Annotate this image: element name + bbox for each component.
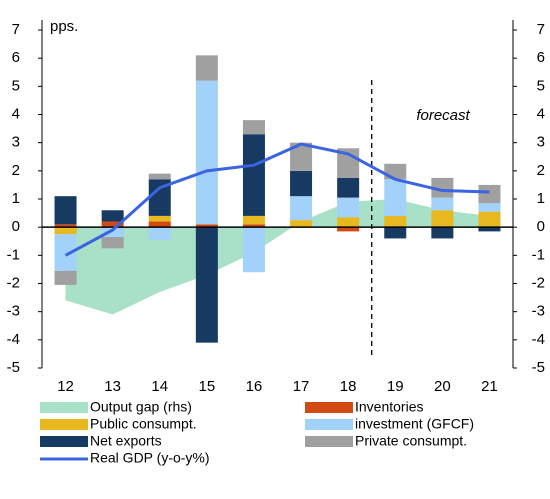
bar xyxy=(195,55,218,81)
y2-tick-label: 6 xyxy=(537,49,545,66)
bar xyxy=(384,163,407,180)
forecast-label: forecast xyxy=(416,107,470,124)
bar xyxy=(148,227,171,240)
legend-label: Output gap (rhs) xyxy=(90,399,192,415)
legend-label: Inventories xyxy=(355,399,423,415)
bar xyxy=(195,80,218,225)
y-tick-label: -4 xyxy=(7,331,20,348)
y-tick-label: -2 xyxy=(7,274,20,291)
y2-tick-label: 0 xyxy=(537,218,545,235)
legend-swatch xyxy=(40,436,88,447)
bar xyxy=(478,184,501,204)
y2-tick-label: -5 xyxy=(532,359,545,376)
bar xyxy=(54,270,77,285)
bar xyxy=(290,220,313,228)
legend-label: Private consumpt. xyxy=(355,433,467,449)
legend-swatch xyxy=(40,402,88,413)
y-tick-label: -1 xyxy=(7,246,20,263)
y-tick-label: 5 xyxy=(12,77,20,94)
bar xyxy=(148,215,171,222)
bar xyxy=(54,196,77,225)
bar xyxy=(478,203,501,212)
y-tick-label: 3 xyxy=(12,134,20,151)
bar xyxy=(431,227,454,239)
y2-tick-label: 4 xyxy=(537,105,545,122)
bar xyxy=(337,227,360,232)
bar xyxy=(478,211,501,228)
bar xyxy=(101,221,124,228)
y-tick-label: -5 xyxy=(7,359,20,376)
legend-swatch xyxy=(40,419,88,430)
y-tick-label: 1 xyxy=(12,190,20,207)
bar xyxy=(337,217,360,228)
x-tick-label: 13 xyxy=(104,378,121,395)
y-tick-label: 7 xyxy=(12,21,20,38)
y2-tick-label: 1 xyxy=(537,190,545,207)
x-tick-label: 18 xyxy=(340,378,357,395)
x-tick-label: 12 xyxy=(57,378,74,395)
bar xyxy=(195,224,218,228)
bar xyxy=(290,196,313,221)
y2-tick-label: -3 xyxy=(532,303,545,320)
bar xyxy=(290,142,313,171)
y2-tick-label: 5 xyxy=(537,77,545,94)
bar xyxy=(242,120,265,135)
bar xyxy=(54,227,77,235)
x-tick-label: 20 xyxy=(434,378,451,395)
bar xyxy=(242,224,265,228)
y-tick-label: -3 xyxy=(7,303,20,320)
bar xyxy=(148,179,171,216)
bar xyxy=(54,224,77,228)
bar xyxy=(478,227,501,232)
bar xyxy=(54,234,77,271)
y2-tick-label: -1 xyxy=(532,246,545,263)
x-tick-label: 14 xyxy=(151,378,168,395)
bar xyxy=(290,170,313,197)
bar xyxy=(148,221,171,228)
bar xyxy=(101,227,124,238)
legend-label: Net exports xyxy=(90,433,162,449)
line xyxy=(64,142,490,257)
legend-swatch xyxy=(305,402,353,413)
y2-tick-label: -2 xyxy=(532,274,545,291)
x-tick-label: 16 xyxy=(246,378,263,395)
y2-tick-label: 7 xyxy=(537,21,545,38)
bar xyxy=(431,177,454,198)
bar xyxy=(195,227,218,343)
unit-label: pps. xyxy=(50,18,78,35)
y2-tick-label: -4 xyxy=(532,331,545,348)
bar xyxy=(384,227,407,239)
x-tick-label: 17 xyxy=(293,378,310,395)
x-tick-label: 15 xyxy=(199,378,216,395)
bar xyxy=(148,173,171,180)
x-tick-label: 19 xyxy=(387,378,404,395)
bar xyxy=(431,197,454,211)
y-tick-label: 2 xyxy=(12,162,20,179)
legend-label: investment (GFCF) xyxy=(355,416,474,432)
bar xyxy=(384,215,407,228)
y2-tick-label: 3 xyxy=(537,134,545,151)
legend-label: Real GDP (y-o-y%) xyxy=(90,450,210,466)
bar xyxy=(242,227,265,273)
y2-tick-label: 2 xyxy=(537,162,545,179)
y-tick-label: 0 xyxy=(12,218,20,235)
y-tick-label: 4 xyxy=(12,105,20,122)
bar xyxy=(384,179,407,216)
bar xyxy=(337,177,360,198)
bar xyxy=(242,134,265,216)
legend-swatch xyxy=(305,436,353,447)
bar xyxy=(242,215,265,225)
bar xyxy=(101,210,124,222)
legend-label: Public consumpt. xyxy=(90,416,197,432)
x-tick-label: 21 xyxy=(481,378,498,395)
bar xyxy=(101,237,124,249)
bar xyxy=(431,210,454,228)
y-tick-label: 6 xyxy=(12,49,20,66)
bar xyxy=(337,197,360,218)
legend-swatch xyxy=(305,419,353,430)
